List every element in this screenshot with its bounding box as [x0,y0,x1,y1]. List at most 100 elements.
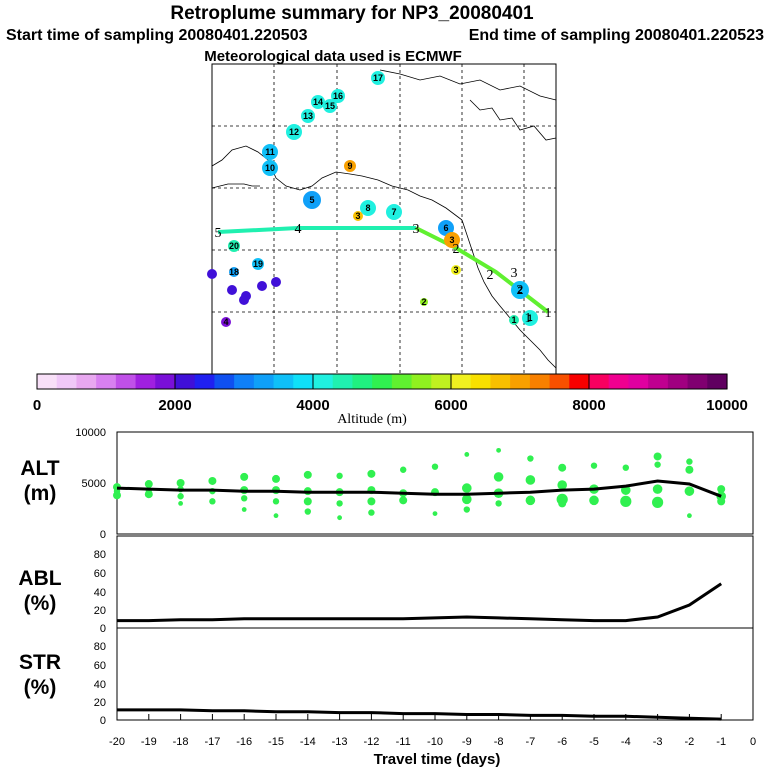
canada-islands [469,99,557,141]
alt-cluster-point [241,507,247,512]
trajectory-day-label: 3 [413,222,420,237]
x-tick-label: -10 [427,736,443,748]
x-tick-label: -19 [141,736,157,748]
map-cluster-label: 12 [289,127,299,137]
colorbar-cell [155,374,176,389]
alt-cluster-point [368,509,375,516]
colorbar-cell [135,374,156,389]
map-cluster-label: 7 [391,207,396,217]
alt-panel-frame [116,431,754,535]
colorbar-cell [115,374,137,389]
alt-cluster-point [303,497,312,506]
colorbar-cell [707,374,728,389]
abl-tick-label: 60 [94,568,106,580]
arctic-coast [379,69,557,101]
trajectory-day-label: 3 [511,266,518,281]
alt-panel-unit: (m) [24,482,57,505]
trajectory-day-label: 2 [517,283,524,298]
colorbar-cell [313,374,334,389]
alt-cluster-point [209,498,216,505]
colorbar-cell [529,374,551,389]
map-cluster-dot [271,277,281,287]
alt-cluster-point [241,495,248,502]
alt-panel-label: ALT [20,457,59,480]
alt-cluster-point [558,463,567,472]
x-tick-label: -2 [685,736,695,748]
map-cluster-label: 11 [265,147,275,157]
alt-cluster-point [273,513,279,519]
x-tick-label: -16 [236,736,252,748]
trajectory-day-label: 1 [525,311,532,326]
start-time-label: Start time of sampling 20080401.220503 [6,27,308,44]
map-cluster-dot [438,220,454,236]
map-cluster-dot [311,95,325,109]
map-cluster-dot [371,71,385,85]
alt-cluster-point [495,500,502,507]
map-cluster-label: 5 [309,195,314,205]
str-panel-unit: (%) [24,676,57,699]
alt-cluster-point [432,511,438,516]
colorbar-cell [253,374,275,389]
alt-cluster-point [464,452,470,457]
x-tick-label: -4 [621,736,631,748]
colorbar-cell [194,374,216,389]
alt-cluster-point [400,466,407,473]
alt-cluster-point [590,462,598,469]
trajectory-day-label: 2 [453,242,460,257]
x-tick-label: -3 [653,736,663,748]
str-line [117,708,722,721]
alt-cluster-point [431,463,439,470]
alt-cluster-point [527,455,534,462]
map-cluster-label: 1 [511,315,516,325]
map-cluster-dot [303,191,321,209]
map-cluster-dot [522,310,538,326]
alt-tick-label: 10000 [75,427,106,439]
colorbar-cell [214,374,235,389]
map-cluster-dot [227,285,237,295]
colorbar-cell [234,374,255,389]
abl-line [117,582,723,623]
map-cluster-label: 18 [229,267,239,277]
alt-cluster-point [176,479,185,487]
map-cluster-dot [262,144,278,160]
str-tick-label: 40 [94,679,106,691]
alt-cluster-point [463,506,470,513]
alt-cluster-point [684,486,695,496]
x-axis-title: Travel time (days) [374,751,501,768]
colorbar-cell [451,374,472,389]
colorbar-cell [293,374,314,389]
alt-cluster-point [496,447,501,453]
str-tick-label: 60 [94,660,106,672]
str-panel: STR (%) 80 60 40 20 0 [19,627,754,727]
map-cluster-label: 15 [325,101,335,111]
colorbar-cell [56,374,78,389]
x-tick-label: -12 [363,736,379,748]
aleutians [211,183,260,189]
alt-cluster-point [686,458,693,465]
alt-cluster-point [622,464,629,471]
map-cluster-dot [360,200,376,216]
map-cluster-label: 8 [365,203,370,213]
colorbar-cell [470,374,492,389]
bc-coast [461,219,557,369]
alt-cluster-point [685,465,694,474]
alt-cluster-point [652,484,663,494]
x-tick-label: -6 [557,736,567,748]
map-cluster-label: 17 [373,73,383,83]
x-tick-label: 0 [750,736,756,748]
map-cluster-label: 20 [229,241,239,251]
alt-cluster-point [304,508,311,515]
alt-cluster-point [272,498,280,505]
x-tick-label: -20 [109,736,125,748]
x-tick-label: -7 [526,736,536,748]
map-cluster-label: 2 [421,297,426,307]
map-cluster-dot [344,160,356,172]
x-axis-ticks: -20 -19 -18 -17 -16 -15 -14 -13 -12 -11 -10 -9 -8 -7-… [109,714,756,748]
alt-cluster-point [367,469,376,478]
colorbar-cell [667,374,689,389]
str-tick-label: 80 [94,641,106,653]
x-tick-label: -9 [462,736,472,748]
colorbar-cell [391,374,413,389]
figure-title: Retroplume summary for NP3_20080401 [170,3,534,24]
